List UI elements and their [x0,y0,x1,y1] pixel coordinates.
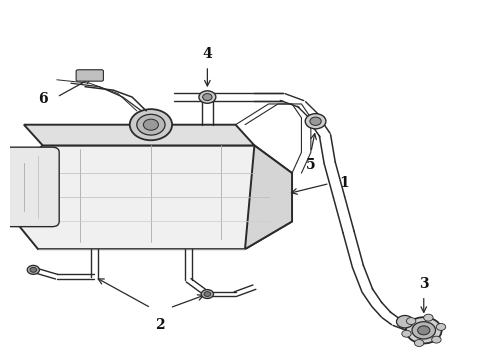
Circle shape [406,317,441,343]
Circle shape [203,94,212,100]
Text: 2: 2 [155,318,165,332]
FancyBboxPatch shape [76,70,103,81]
Polygon shape [24,125,254,145]
Circle shape [436,324,446,330]
FancyBboxPatch shape [3,147,59,227]
Circle shape [305,114,326,129]
Circle shape [130,109,172,140]
Circle shape [30,267,37,272]
Text: 4: 4 [202,47,212,61]
Circle shape [199,91,216,103]
Circle shape [396,315,414,328]
Polygon shape [245,145,292,249]
Circle shape [144,119,158,130]
Circle shape [201,289,214,298]
Circle shape [417,326,430,335]
Circle shape [415,339,424,346]
Text: 3: 3 [419,276,429,291]
Circle shape [204,292,211,297]
Circle shape [432,336,441,343]
Text: 6: 6 [38,92,48,106]
Circle shape [424,314,433,321]
Circle shape [310,117,321,125]
Circle shape [406,318,416,324]
Circle shape [137,114,165,135]
Circle shape [412,322,436,339]
Text: 1: 1 [339,176,349,190]
Circle shape [27,265,39,274]
Circle shape [402,330,411,337]
Text: 5: 5 [306,158,316,171]
Polygon shape [10,145,292,249]
